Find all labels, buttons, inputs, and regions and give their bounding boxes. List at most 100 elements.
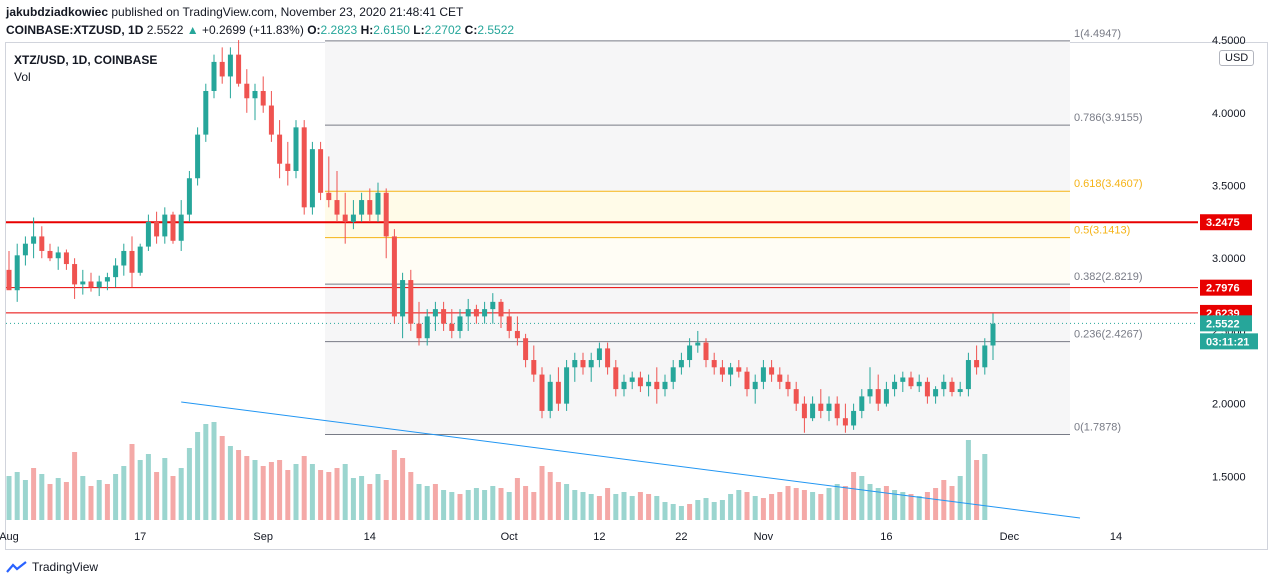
currency-button[interactable]: USD xyxy=(1219,50,1255,66)
y-tick-label: 2.0000 xyxy=(1212,399,1246,411)
candle-body xyxy=(941,381,947,390)
volume-bar xyxy=(367,484,373,520)
volume-bar xyxy=(728,494,734,520)
volume-bar xyxy=(260,466,266,520)
volume-bar xyxy=(883,486,889,520)
volume-bar xyxy=(104,484,110,520)
volume-bar xyxy=(711,502,717,520)
countdown-tag xyxy=(1200,333,1258,350)
volume-bar xyxy=(834,484,840,520)
candle-body xyxy=(285,163,291,171)
candle-body xyxy=(391,236,397,317)
candle-body xyxy=(670,367,676,382)
volume-bar xyxy=(982,454,988,520)
candle-body xyxy=(137,246,143,273)
publish-info: jakubdziadkowiec published on TradingVie… xyxy=(6,5,463,19)
y-tick-label: 4.0000 xyxy=(1212,108,1246,120)
candle-body xyxy=(301,127,307,208)
candle-body xyxy=(793,389,799,404)
volume-bar xyxy=(498,488,504,520)
volume-bar xyxy=(662,502,668,520)
ohlc-bar: COINBASE:XTZUSD, 1D 2.5522 ▲ +0.2699 (+1… xyxy=(6,23,514,37)
candle-body xyxy=(244,83,250,99)
candle-body xyxy=(482,309,488,317)
candle-body xyxy=(318,149,324,193)
volume-bar xyxy=(687,504,693,520)
volume-bar xyxy=(547,472,553,520)
volume-bar xyxy=(285,470,291,520)
close-label: C: xyxy=(464,23,478,37)
candle-body xyxy=(170,214,176,241)
candle-body xyxy=(416,323,422,339)
x-tick-label: 14 xyxy=(364,531,376,543)
fib-label: 0(1.7878) xyxy=(1074,422,1121,434)
candle-body xyxy=(383,192,389,237)
candle-body xyxy=(309,149,315,208)
candle-body xyxy=(506,316,512,331)
volume-bar xyxy=(670,504,676,520)
volume-bar xyxy=(760,498,766,520)
high-value: 2.6150 xyxy=(373,23,410,37)
volume-bar xyxy=(121,466,127,520)
candle-body xyxy=(55,252,61,259)
candle-body xyxy=(203,90,209,135)
volume-bar xyxy=(473,488,479,520)
candle-body xyxy=(572,360,578,368)
candle-body xyxy=(539,374,545,411)
volume-bar xyxy=(818,494,824,520)
candle-body xyxy=(400,280,406,317)
author-name[interactable]: jakubdziadkowiec xyxy=(6,5,109,19)
candle-body xyxy=(933,389,939,397)
candle-body xyxy=(498,301,504,317)
candle-body xyxy=(31,236,37,244)
candle-body xyxy=(678,360,684,368)
candle-body xyxy=(596,348,602,361)
volume-bar xyxy=(523,486,529,520)
candle-body xyxy=(900,377,906,382)
candle-body xyxy=(186,178,192,215)
candle-body xyxy=(219,61,225,77)
candle-body xyxy=(473,309,479,317)
candle-body xyxy=(629,377,635,382)
candle-body xyxy=(227,54,233,77)
volume-bar xyxy=(924,492,930,520)
volume-bar xyxy=(875,488,881,520)
volume-bar xyxy=(490,486,496,520)
fib-label: 1(4.4947) xyxy=(1074,28,1121,40)
volume-bar xyxy=(113,474,119,520)
volume-bar xyxy=(293,464,299,520)
volume-bar xyxy=(678,506,684,520)
volume-bar xyxy=(580,492,586,520)
volume-bar xyxy=(777,492,783,520)
volume-bar xyxy=(350,478,356,520)
candle-body xyxy=(359,200,365,215)
volume-bar xyxy=(482,490,488,520)
volume-bar xyxy=(154,472,160,520)
footer-brand[interactable]: TradingView xyxy=(6,560,98,574)
y-tick-label: 3.0000 xyxy=(1212,253,1246,265)
high-label: H: xyxy=(360,23,374,37)
volume-bar xyxy=(752,496,758,520)
candle-body xyxy=(531,360,537,375)
candle-body xyxy=(432,309,438,317)
volume-bar xyxy=(170,476,176,520)
volume-bar xyxy=(531,492,537,520)
candle-body xyxy=(277,134,283,164)
volume-bar xyxy=(851,472,857,520)
candle-body xyxy=(744,371,750,390)
candle-body xyxy=(326,192,332,201)
price-tag xyxy=(1200,214,1252,231)
candle-body xyxy=(982,345,988,368)
candle-body xyxy=(662,381,668,390)
candle-body xyxy=(875,389,881,404)
x-tick-label: 22 xyxy=(675,531,687,543)
volume-bar xyxy=(965,440,971,520)
candle-body xyxy=(178,214,184,241)
volume-bar xyxy=(96,480,102,520)
candle-body xyxy=(957,389,963,393)
volume-bar xyxy=(145,454,151,520)
interval: 1D xyxy=(128,23,144,37)
candle-body xyxy=(605,348,611,368)
candle-body xyxy=(785,381,791,390)
